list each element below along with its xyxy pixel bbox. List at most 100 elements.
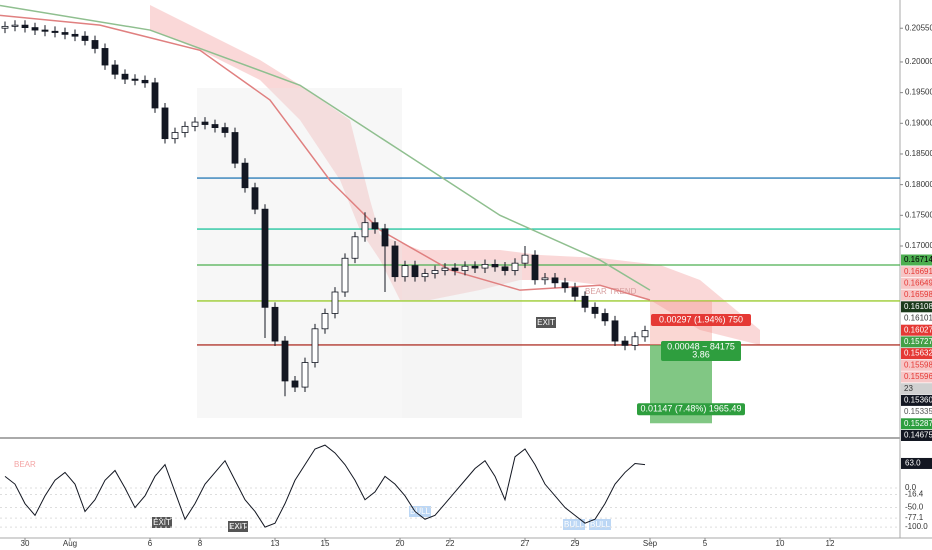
price-label-bg [901,254,932,266]
position-label: 3.86 [692,349,710,359]
annotation: EXIT [537,318,555,327]
osc-tick-label: -77.1 [905,513,924,522]
position-label: 0.01147 (7.48%) 1965.49 [641,404,742,414]
candle-body [1,25,9,29]
price-label-bg [901,430,932,441]
candle-body [631,336,639,346]
osc-tick-label: 0.0 [905,483,917,492]
candle-body [451,267,459,271]
x-tick-label: Aug [63,539,77,548]
candle-body [201,121,209,125]
candle-body [411,265,419,278]
candle-body [231,132,239,164]
position-label-bg [661,340,741,361]
candle-body [51,30,59,33]
price-label: 0.16691 [904,267,932,276]
price-label: 0.15335 [904,407,932,416]
price-label-bg [901,313,932,324]
position-label-bg [651,313,751,326]
x-tick-label: 30 [21,539,30,548]
candle-body [251,187,259,210]
candle-body [501,266,509,271]
candle-body [161,107,169,140]
zone [402,260,522,418]
candle-body [571,287,579,297]
y-tick-label: 0.18000 [905,180,932,189]
candle-body [521,254,529,264]
candle-body [271,306,279,342]
price-label-bg [901,394,932,406]
y-tick-label: 0.19500 [905,88,932,97]
candle-body [581,295,589,308]
price-label-bg [901,383,932,395]
moving-average [0,14,651,301]
candle-body [591,306,599,314]
candle-body [441,267,449,271]
price-label: 0.16108 [904,302,932,311]
price-label: 0.14675 [904,431,932,440]
candle-body [641,330,649,338]
candle-body [561,282,569,289]
price-label-bg [901,266,932,278]
candle-body [141,79,149,84]
y-tick-label: 0.17500 [905,210,932,219]
position-label: 0.00297 (1.94%) 750 [659,314,743,324]
price-label: 23 [904,384,913,393]
annotation-bg [536,317,556,328]
x-tick-label: 13 [271,539,280,548]
price-label-bg [901,406,932,418]
y-tick-label: 0.17000 [905,241,932,250]
candle-body [341,257,349,293]
price-label-bg [901,289,932,301]
oscillator-line [4,444,646,528]
candle-body [281,340,289,382]
annotation: EXIT [229,522,247,531]
y-tick-label: 0.19000 [905,118,932,127]
zone [197,88,402,418]
price-label-bg [901,348,932,360]
y-tick-label: 0.20550 [905,23,932,32]
candle-body [351,236,359,259]
x-tick-label: 29 [571,539,580,548]
candle-body [241,162,249,189]
candle-body [101,48,109,66]
osc-tick-label: -100.0 [905,522,928,531]
x-tick-label: 22 [446,539,455,548]
price-label-bg [901,371,932,383]
candle-body [311,328,319,363]
candle-body [511,262,519,271]
osc-tick-label: -50.0 [905,503,924,512]
candle-body [551,277,559,284]
position-label: 0.00048 ~ 84175 [667,341,735,351]
candle-body [121,73,129,80]
x-tick-label: 6 [148,539,153,548]
osc-label-bg [901,457,932,469]
price-label: 0.16649 [904,279,932,288]
candle-body [31,27,39,31]
candle-body [181,125,189,133]
annotation: BULL [410,507,431,516]
position-label-bg [637,403,745,416]
candle-body [221,127,229,133]
candle-body [291,380,299,388]
candle-body [151,82,159,109]
x-tick-label: 5 [703,539,708,548]
candle-body [41,29,49,32]
annotation: BULL [564,520,585,529]
x-tick-label: 27 [521,539,530,548]
candle-body [331,291,339,314]
candle-body [301,362,309,388]
annotation: EXIT [153,518,171,527]
candle-body [11,24,19,27]
candle-body [431,270,439,274]
price-label-bg [901,418,932,430]
x-tick-label: 10 [776,539,785,548]
price-label: 0.15287 [904,419,932,428]
candle-body [321,313,329,330]
candle-body [601,313,609,322]
price-label: 0.16027 [904,325,932,334]
candle-body [371,222,379,230]
candle-body [611,320,619,342]
price-label-bg [901,336,932,348]
